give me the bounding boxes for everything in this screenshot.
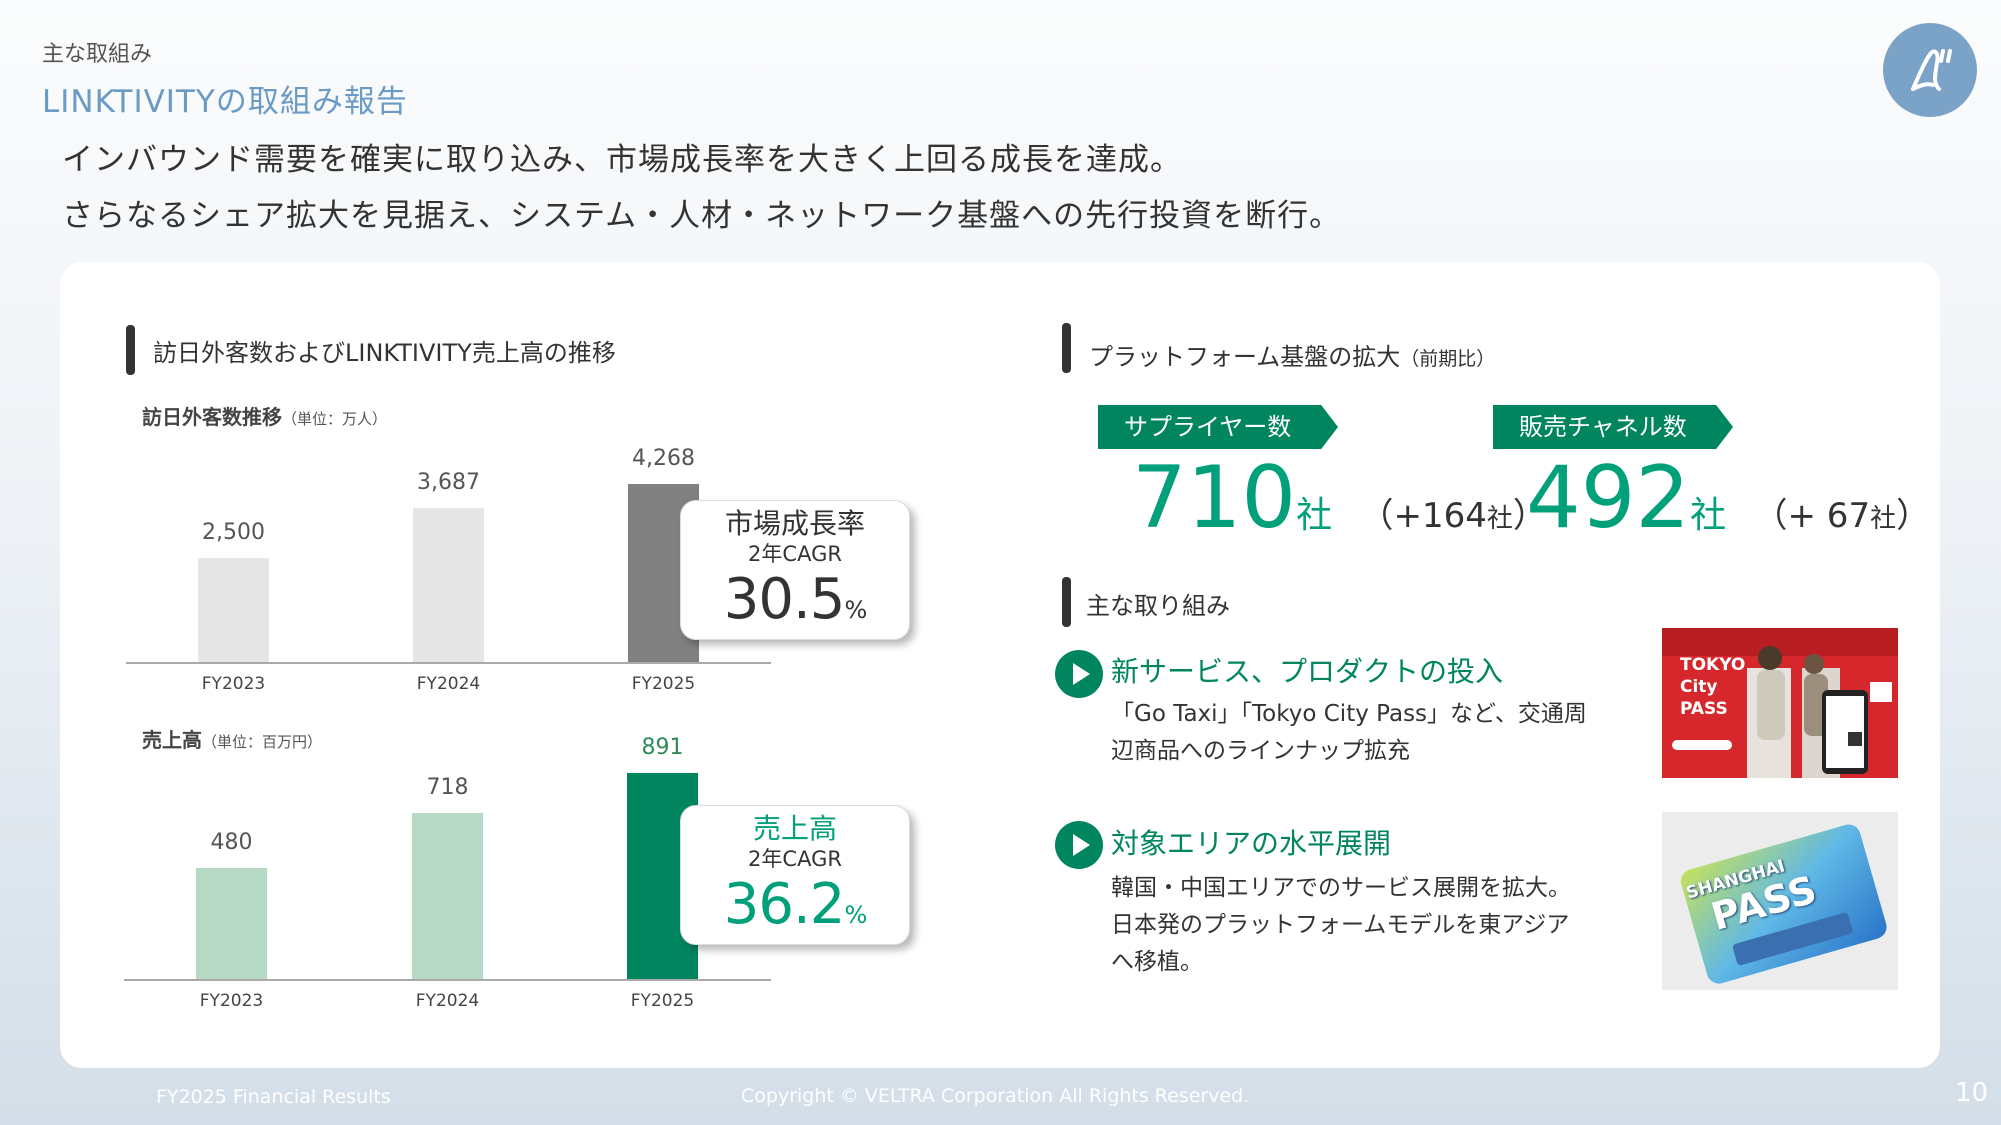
callout-value: 36.2%: [681, 872, 909, 948]
initiative-2-desc-line-2: 日本発のプラットフォームモデルを東アジア: [1111, 912, 1570, 938]
initiative-1-title: 新サービス、プロダクトの投入: [1111, 655, 1504, 688]
visitors-chart-title: 訪日外客数推移（単位：万人）: [142, 401, 387, 430]
suppliers-delta-unit: 社: [1486, 504, 1513, 534]
suppliers-tag: サプライヤー数: [1098, 405, 1338, 449]
heading-accent-bar: [1062, 577, 1071, 627]
heading-accent-bar: [1062, 323, 1071, 373]
bar-value-label: 480: [210, 830, 253, 855]
channels-delta: （+ 67社）: [1754, 496, 1931, 536]
channels-value: 492: [1526, 448, 1691, 548]
channels-delta-unit: 社: [1870, 504, 1897, 534]
page-number: 10: [1955, 1078, 1989, 1108]
initiative-2-desc-line-1: 韓国・中国エリアでのサービス展開を拡大。: [1111, 875, 1571, 901]
channels-delta-close: ）: [1896, 496, 1931, 536]
callout-title: 売上高: [752, 812, 837, 845]
bar-value-label: 2,500: [202, 520, 265, 545]
callout-subtitle: 2年CAGR: [748, 542, 842, 566]
initiative-1-desc-line-1: 「Go Taxi」「Tokyo City Pass」など、交通周: [1111, 701, 1587, 727]
initiative-2-desc-line-3: へ移植。: [1111, 949, 1203, 975]
lead-line-1: インバウンド需要を確実に取り込み、市場成長率を大きく上回る成長を達成。: [62, 142, 1182, 178]
tokyo-pass-text-1: TOKYO: [1680, 655, 1746, 675]
tokyo-city-pass-illustration: [1662, 628, 1898, 778]
x-tick-label: FY2024: [416, 674, 481, 694]
suppliers-value: 710: [1132, 448, 1297, 548]
tokyo-pass-text-2: City: [1680, 677, 1718, 697]
revenue-growth-callout: 売上高 2年CAGR 36.2%: [680, 805, 910, 945]
footer-copyright: Copyright © VELTRA Corporation All Right…: [741, 1085, 1250, 1107]
x-axis-line: [124, 979, 771, 981]
suppliers-unit: 社: [1296, 495, 1333, 536]
initiative-1-desc: 「Go Taxi」「Tokyo City Pass」など、交通周 辺商品へのライ…: [1111, 696, 1587, 770]
callout-title: 市場成長率: [724, 507, 865, 540]
channels-delta-value: （+ 67: [1753, 496, 1871, 536]
callout-value-unit: %: [844, 901, 867, 929]
shanghai-pass-illustration: [1662, 812, 1898, 990]
callout-value: 30.5%: [681, 567, 909, 643]
market-growth-callout: 市場成長率 2年CAGR 30.5%: [680, 500, 910, 640]
platform-heading-note: （前期比）: [1400, 348, 1496, 370]
callout-value-number: 30.5: [723, 567, 846, 632]
play-icon: [1055, 821, 1103, 869]
callout-subtitle: 2年CAGR: [748, 847, 842, 871]
channels-unit: 社: [1690, 495, 1727, 536]
visitors-chart-title-text: 訪日外客数推移: [142, 405, 282, 429]
x-tick-label: FY2024: [415, 991, 480, 1011]
chart-bar: [196, 868, 267, 979]
suppliers-delta: （+164社）: [1360, 496, 1547, 536]
chart-bar: [198, 558, 269, 662]
play-icon: [1055, 650, 1103, 698]
callout-value-number: 36.2: [723, 872, 846, 937]
tokyo-city-pass-image: TOKYO City PASS: [1662, 628, 1898, 778]
bar-value-label: 4,268: [632, 446, 695, 471]
suppliers-count: 710社 （+164社）: [1132, 453, 1547, 564]
chart-bar: [412, 813, 483, 979]
chart-bar: [413, 508, 484, 662]
bar-value-label: 718: [426, 775, 469, 800]
heading-accent-bar: [126, 325, 135, 375]
chart-section-heading: 訪日外客数およびLINKTIVITY売上高の推移: [153, 339, 616, 367]
visitors-chart-unit: （単位：万人）: [282, 410, 388, 428]
company-logo: [1883, 23, 1977, 117]
x-tick-label: FY2025: [630, 991, 695, 1011]
section-label: 主な取組み: [42, 42, 153, 67]
initiatives-heading: 主な取り組み: [1086, 592, 1230, 620]
content-panel: [60, 262, 1940, 1068]
initiative-2-title: 対象エリアの水平展開: [1111, 827, 1392, 860]
platform-heading: プラットフォーム基盤の拡大（前期比）: [1089, 337, 1495, 372]
page-title: LINKTIVITYの取組み報告: [42, 84, 408, 120]
platform-heading-text: プラットフォーム基盤の拡大: [1089, 343, 1401, 371]
x-tick-label: FY2023: [201, 674, 266, 694]
bar-value-label: 891: [641, 735, 684, 760]
shanghai-pass-image: SHANGHAI PASS: [1662, 812, 1898, 990]
x-tick-label: FY2023: [199, 991, 264, 1011]
x-axis-line: [126, 662, 771, 664]
revenue-chart-unit: （単位：百万円）: [202, 733, 323, 751]
logo-mark-icon: [1911, 49, 1952, 91]
callout-value-unit: %: [844, 596, 867, 624]
suppliers-delta-close: ）: [1512, 496, 1547, 536]
tokyo-pass-logo-text: TOKYO City PASS: [1680, 654, 1745, 720]
initiative-1-desc-line-2: 辺商品へのラインナップ拡充: [1111, 738, 1410, 764]
footer-title: FY2025 Financial Results: [156, 1086, 391, 1108]
tokyo-pass-text-3: PASS: [1680, 699, 1728, 719]
lead-line-2: さらなるシェア拡大を見据え、システム・人材・ネットワーク基盤への先行投資を断行。: [62, 198, 1342, 234]
channels-count: 492社 （+ 67社）: [1526, 453, 1930, 564]
channels-tag: 販売チャネル数: [1493, 405, 1733, 449]
suppliers-delta-value: （+164: [1359, 496, 1487, 536]
x-tick-label: FY2025: [631, 674, 696, 694]
initiative-2-desc: 韓国・中国エリアでのサービス展開を拡大。 日本発のプラットフォームモデルを東アジ…: [1111, 870, 1571, 981]
revenue-chart-title: 売上高（単位：百万円）: [142, 724, 322, 753]
revenue-chart-title-text: 売上高: [142, 728, 202, 752]
bar-value-label: 3,687: [417, 470, 480, 495]
